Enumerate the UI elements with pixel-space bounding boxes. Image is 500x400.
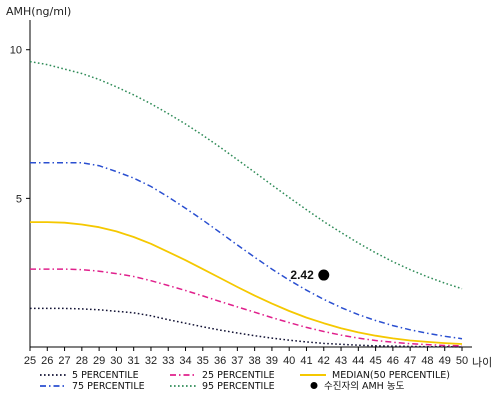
x-tick-label: 39 [266,355,278,367]
x-tick-label: 30 [110,355,122,367]
series-line-25-percentile [30,268,463,347]
x-tick-label: 27 [58,355,70,367]
x-tick-label: 34 [179,355,191,367]
series-line-75-percentile [30,161,463,340]
legend-label: 5 PERCENTILE [72,370,139,381]
x-tick-label: 48 [421,355,433,367]
x-tick-label: 33 [162,355,174,367]
legend-point-marker [310,382,318,389]
legend-label: 95 PERCENTILE [202,381,275,392]
data-point-label: 2.42 [290,268,314,282]
x-tick-label: 40 [283,355,295,367]
x-ticks: 25 26 27 28 29 30 31 32 33 34 35 36 37 38 39 40 41 42 43 44… [24,347,468,367]
legend-label: 수진자의 AMH 농도 [324,381,405,392]
x-tick-label: 43 [335,355,347,367]
x-tick-label: 46 [387,355,399,367]
y-tick-label: 10 [10,45,22,57]
x-tick-label: 36 [214,355,226,367]
series-lines [29,60,463,348]
series-line-95-percentile [29,60,463,290]
x-tick-label: 26 [41,355,53,367]
x-tick-label: 41 [300,355,312,367]
legend-label: MEDIAN(50 PERCENTILE) [332,370,450,381]
x-tick-label: 38 [249,355,261,367]
x-tick-label: 28 [76,355,88,367]
y-ticks: 5 10 [10,45,30,205]
legend: 5 PERCENTILE 25 PERCENTILE MEDIAN(50 PERCE… [40,370,450,392]
y-tick-label: 5 [16,193,22,205]
x-tick-label: 35 [197,355,209,367]
x-tick-label: 25 [24,355,36,367]
x-tick-label: 32 [145,355,157,367]
x-tick-label: 44 [352,355,364,367]
series-line-5-percentile [30,307,463,348]
x-tick-label: 31 [128,355,140,367]
y-axis-label: AMH(ng/ml) [6,5,71,18]
x-tick-label: 42 [318,355,330,367]
x-tick-label: 29 [93,355,105,367]
x-tick-label: 45 [369,355,381,367]
x-tick-label: 50 [456,355,468,367]
x-tick-label: 47 [404,355,416,367]
axes [29,20,472,348]
legend-label: 75 PERCENTILE [72,381,145,392]
x-axis-label: 나이 [472,356,492,369]
x-tick-label: 37 [231,355,243,367]
x-tick-label: 49 [439,355,451,367]
legend-label: 25 PERCENTILE [202,370,275,381]
series-line-median-50-percentile [30,221,463,345]
data-point [318,269,330,281]
data-points: 2.42 [290,268,330,282]
